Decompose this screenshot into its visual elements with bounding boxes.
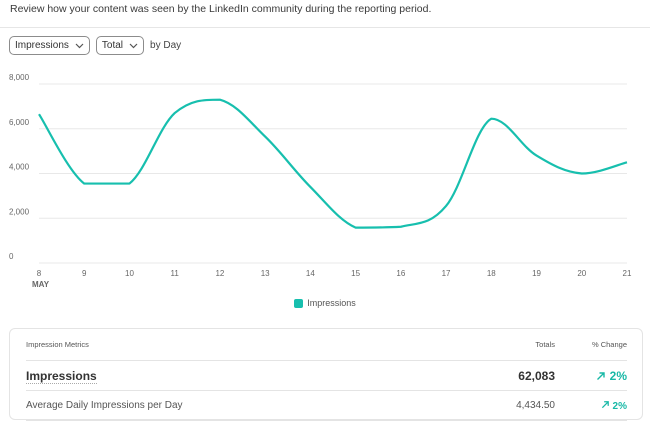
x-tick-label: 8: [37, 269, 42, 278]
impressions-line[interactable]: [38, 98, 628, 229]
x-tick-label: 12: [215, 269, 224, 278]
table-row: Average Daily Impressions per Day 4,434.…: [26, 391, 627, 421]
metric-change: 2%: [555, 400, 627, 412]
x-tick-label: 13: [261, 269, 270, 278]
y-tick-label: 0: [9, 252, 14, 261]
aggregation-dropdown-label: Total: [101, 40, 124, 51]
metric-total: 62,083: [518, 368, 555, 383]
divider: [0, 27, 650, 28]
metric-change: 2%: [555, 369, 627, 383]
x-tick-label: 21: [623, 269, 632, 278]
y-tick-label: 2,000: [9, 207, 30, 216]
metric-name[interactable]: Average Daily Impressions per Day: [26, 400, 183, 411]
x-month-label: MAY: [32, 280, 50, 289]
page-description: Review how your content was seen by the …: [10, 3, 432, 15]
chevron-down-icon: [129, 43, 138, 48]
legend-label: Impressions: [307, 298, 356, 308]
impression-metrics-card: Impression Metrics Totals % Change Impre…: [9, 328, 643, 421]
legend-swatch-icon: [294, 298, 304, 308]
x-tick-label: 16: [396, 269, 405, 278]
arrow-up-right-icon: [597, 371, 606, 380]
chevron-down-icon: [75, 43, 84, 48]
metric-total: 4,434.50: [516, 400, 555, 411]
x-tick-label: 19: [532, 269, 541, 278]
header-change: % Change: [591, 340, 627, 349]
x-tick-label: 17: [442, 269, 451, 278]
x-tick-label: 10: [125, 269, 134, 278]
period-label: by Day: [150, 40, 182, 51]
metric-name[interactable]: Impressions: [26, 368, 97, 384]
x-tick-label: 18: [487, 269, 496, 278]
y-tick-label: 8,000: [9, 73, 30, 82]
x-tick-label: 11: [171, 269, 180, 278]
x-tick-label: 9: [82, 269, 87, 278]
metrics-table: Impression Metrics Totals % Change Impre…: [26, 329, 627, 421]
aggregation-dropdown[interactable]: Total: [95, 36, 145, 55]
y-tick-label: 6,000: [9, 118, 30, 127]
x-tick-label: 15: [351, 269, 360, 278]
metrics-table-header: Impression Metrics Totals % Change: [26, 329, 627, 361]
x-tick-label: 20: [577, 269, 586, 278]
arrow-up-right-icon: [601, 400, 609, 408]
header-metric: Impression Metrics: [26, 340, 89, 349]
header-totals: Totals: [535, 340, 555, 349]
metric-dropdown[interactable]: Impressions: [9, 36, 90, 55]
chart-legend[interactable]: Impressions: [0, 298, 650, 308]
chart-controls: Impressions Total by Day: [9, 36, 181, 55]
y-tick-label: 4,000: [9, 163, 30, 172]
table-row: Impressions 62,083 2%: [26, 361, 627, 391]
metric-dropdown-label: Impressions: [15, 40, 69, 51]
x-tick-label: 14: [306, 269, 315, 278]
impressions-line-chart: 0 2,000 4,000 6,000 8,000 8 9 10 11 12 13 14 15 16 17 1…: [9, 73, 632, 289]
